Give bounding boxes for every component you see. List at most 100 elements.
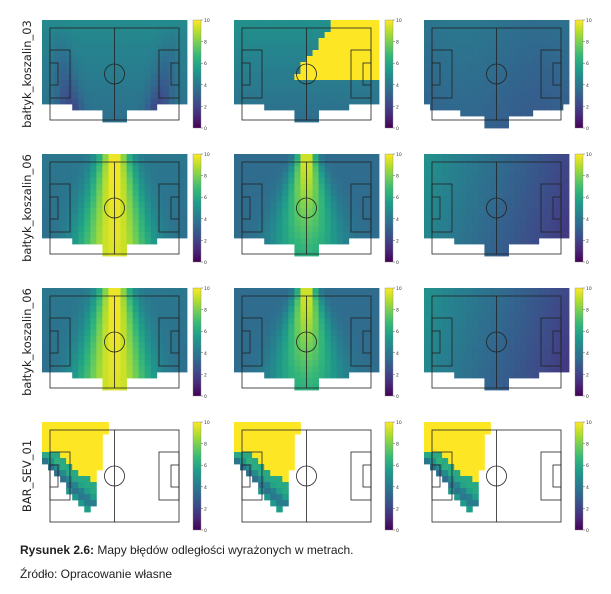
heatmap-cell [484, 38, 491, 45]
heatmap-cell [54, 202, 61, 209]
heatmap-cell [156, 190, 164, 197]
heatmap-cell [550, 166, 558, 173]
heatmap-cell [342, 324, 350, 331]
heatmap-cell [466, 428, 473, 435]
heatmap-cell [312, 250, 319, 257]
heatmap-cell [234, 38, 241, 45]
heatmap-cell [42, 62, 49, 69]
heatmap-cell [318, 220, 326, 227]
heatmap-cell [466, 38, 473, 45]
heatmap-cell [318, 190, 326, 197]
heatmap-cell [472, 226, 479, 233]
heatmap-cell [496, 324, 503, 331]
row-label: bałtyk_koszalin_06 [14, 154, 40, 262]
colorbar-tick-label: 2 [204, 372, 207, 378]
heatmap-cell [138, 68, 146, 75]
heatmap-cell [312, 384, 319, 391]
heatmap-cell [138, 56, 146, 63]
heatmap-cell [544, 44, 552, 51]
heatmap-cell [72, 294, 79, 301]
heatmap-cell [538, 318, 546, 325]
heatmap-cell [318, 20, 326, 27]
heatmap-cell [490, 306, 497, 313]
heatmap-cell [496, 190, 503, 197]
heatmap-cell [150, 226, 158, 233]
heatmap-cell [520, 232, 528, 239]
heatmap-cell [442, 98, 449, 105]
heatmap-cell [460, 20, 467, 27]
heatmap-cell [72, 50, 79, 57]
heatmap-cell [354, 178, 362, 185]
heatmap-cell [150, 354, 158, 361]
heatmap-cell [126, 348, 134, 355]
colorbar-tick-label: 8 [396, 40, 399, 46]
heatmap-cell [442, 360, 449, 367]
colorbar-tick-label: 2 [396, 104, 399, 110]
heatmap-cell [84, 92, 91, 99]
heatmap-cell [508, 110, 516, 117]
heatmap-cell [520, 86, 528, 93]
heatmap-cell [478, 32, 485, 39]
heatmap-cell [324, 26, 332, 33]
heatmap-cell [336, 324, 344, 331]
heatmap-cell [234, 20, 241, 27]
heatmap-cell [330, 38, 338, 45]
heatmap-cell [114, 342, 121, 349]
heatmap-cell [54, 98, 61, 105]
heatmap-cell [318, 44, 326, 51]
heatmap-cell [520, 44, 528, 51]
heatmap-cell [180, 154, 188, 161]
heatmap-cell [288, 452, 295, 459]
heatmap-cell [54, 446, 61, 453]
heatmap-cell [252, 166, 259, 173]
heatmap-cell [282, 294, 289, 301]
heatmap-cell [48, 306, 55, 313]
heatmap-cell [138, 20, 146, 27]
heatmap-cell [78, 44, 85, 51]
heatmap-cell [442, 318, 449, 325]
heatmap-cell [126, 312, 134, 319]
heatmap-cell [460, 494, 467, 501]
heatmap-cell [372, 98, 380, 105]
heatmap-cell [288, 92, 295, 99]
heatmap-cell [234, 306, 241, 313]
heatmap-cell [144, 220, 152, 227]
heatmap-cell [306, 190, 313, 197]
heatmap-cell [84, 422, 91, 429]
heatmap-cell [132, 190, 140, 197]
heatmap-cell [54, 312, 61, 319]
heatmap-cell [162, 80, 170, 87]
heatmap-cell [454, 44, 461, 51]
heatmap-cell [156, 98, 164, 105]
heatmap-cell [102, 154, 109, 161]
heatmap-cell [96, 56, 103, 63]
heatmap-cell [294, 306, 301, 313]
heatmap-cell [84, 336, 91, 343]
heatmap-cell [276, 56, 283, 63]
heatmap-cell [484, 110, 491, 117]
heatmap-cell [312, 98, 319, 105]
heatmap-cell [270, 336, 277, 343]
heatmap-cell [436, 32, 443, 39]
heatmap-cell [288, 220, 295, 227]
heatmap-cell [294, 202, 301, 209]
heatmap-cell [300, 172, 307, 179]
heatmap-cell [96, 306, 103, 313]
heatmap-cell [436, 20, 443, 27]
heatmap-cell [78, 300, 85, 307]
heatmap-cell [276, 226, 283, 233]
heatmap-cell [78, 452, 85, 459]
heatmap-cell [454, 166, 461, 173]
heatmap-cell [544, 300, 552, 307]
heatmap-cell [330, 232, 338, 239]
heatmap-cell [442, 160, 449, 167]
heatmap-cell [460, 154, 467, 161]
heatmap-cell [490, 238, 497, 245]
heatmap-cell [478, 372, 485, 379]
heatmap-cell [484, 336, 491, 343]
heatmap-cell [114, 366, 121, 373]
heatmap-cell [436, 166, 443, 173]
heatmap-cell [496, 122, 503, 129]
heatmap-cell [162, 178, 170, 185]
heatmap-cell [330, 306, 338, 313]
